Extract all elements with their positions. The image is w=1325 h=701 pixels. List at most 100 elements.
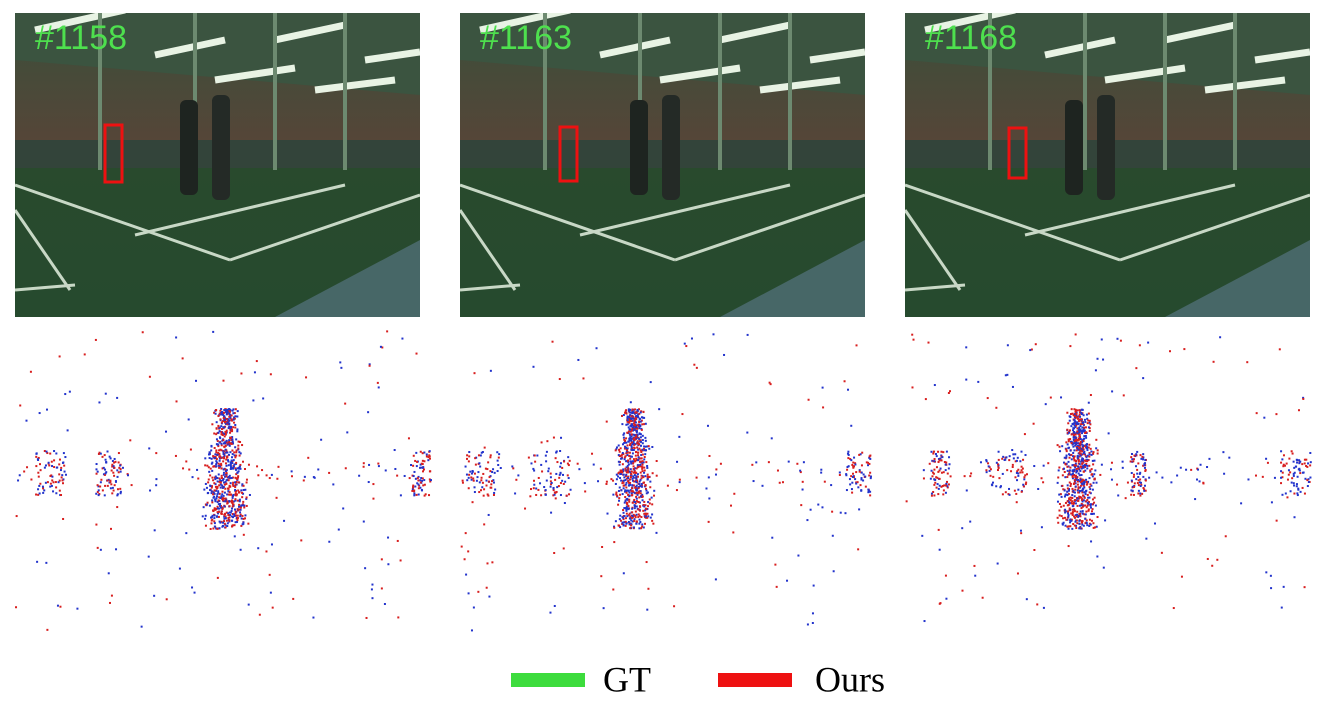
event [634,415,637,418]
event [641,434,644,437]
event [852,461,855,464]
event [216,453,219,456]
event [634,454,637,457]
event [214,500,217,503]
event [1071,512,1074,515]
event [140,625,143,628]
event [221,499,224,502]
event [1075,459,1078,462]
event [1085,506,1088,509]
event [860,471,863,474]
event [38,492,41,495]
event [1072,438,1075,441]
event [227,427,230,430]
event [1092,522,1095,525]
event [222,426,225,429]
event [630,441,633,444]
event [231,429,234,432]
event [37,488,40,491]
event [621,423,624,426]
event [1126,481,1129,484]
event [1014,460,1017,463]
event [232,426,235,429]
event [1085,413,1088,416]
event [1132,458,1135,461]
legend-swatch [511,673,585,687]
event [223,454,226,457]
event [537,476,540,479]
event [539,482,542,485]
event [627,463,630,466]
event [215,438,218,441]
event [97,489,100,492]
event [57,481,60,484]
scene-image: #1163 [460,13,865,317]
event [493,491,496,494]
event [229,493,232,496]
event [631,452,634,455]
event [212,479,215,482]
event [821,386,824,389]
event [637,459,640,462]
event [639,521,642,524]
event [116,494,119,497]
event [23,470,26,473]
event [634,443,637,446]
event [221,484,224,487]
event [230,438,233,441]
event [832,570,835,573]
event [213,514,216,517]
event [1304,477,1307,480]
event [1077,429,1080,432]
event [222,494,225,497]
event [820,471,823,474]
event [185,532,188,535]
event [219,481,222,484]
event [224,468,227,471]
event [489,486,492,489]
event [1078,504,1081,507]
event [222,471,225,474]
event [119,492,122,495]
event [1142,377,1145,380]
event [1298,462,1301,465]
event [1170,481,1173,484]
event [1081,491,1084,494]
event [110,483,113,486]
scene-image: #1158 [15,13,420,317]
event [636,446,639,449]
event [66,429,69,432]
event [228,408,231,411]
event [625,498,628,501]
event [1080,447,1083,450]
event [195,379,198,382]
event [474,463,477,466]
event [1085,431,1088,434]
event [707,520,710,523]
event [211,499,214,502]
event [630,448,633,451]
event [1072,430,1075,433]
event [113,466,116,469]
event [1080,504,1083,507]
event [641,439,644,442]
floor-light [1165,240,1310,317]
court-line [15,183,231,262]
event [823,480,826,483]
event [233,416,236,419]
event [1074,488,1077,491]
event [1299,472,1302,475]
event [847,388,850,391]
event [1144,479,1147,482]
event [1086,449,1089,452]
event [931,459,934,462]
event [228,419,231,422]
event [214,453,217,456]
event [227,476,230,479]
event [1073,419,1076,422]
event [207,466,210,469]
event [802,461,805,464]
event [639,420,642,423]
event [234,408,237,411]
event [229,485,232,488]
